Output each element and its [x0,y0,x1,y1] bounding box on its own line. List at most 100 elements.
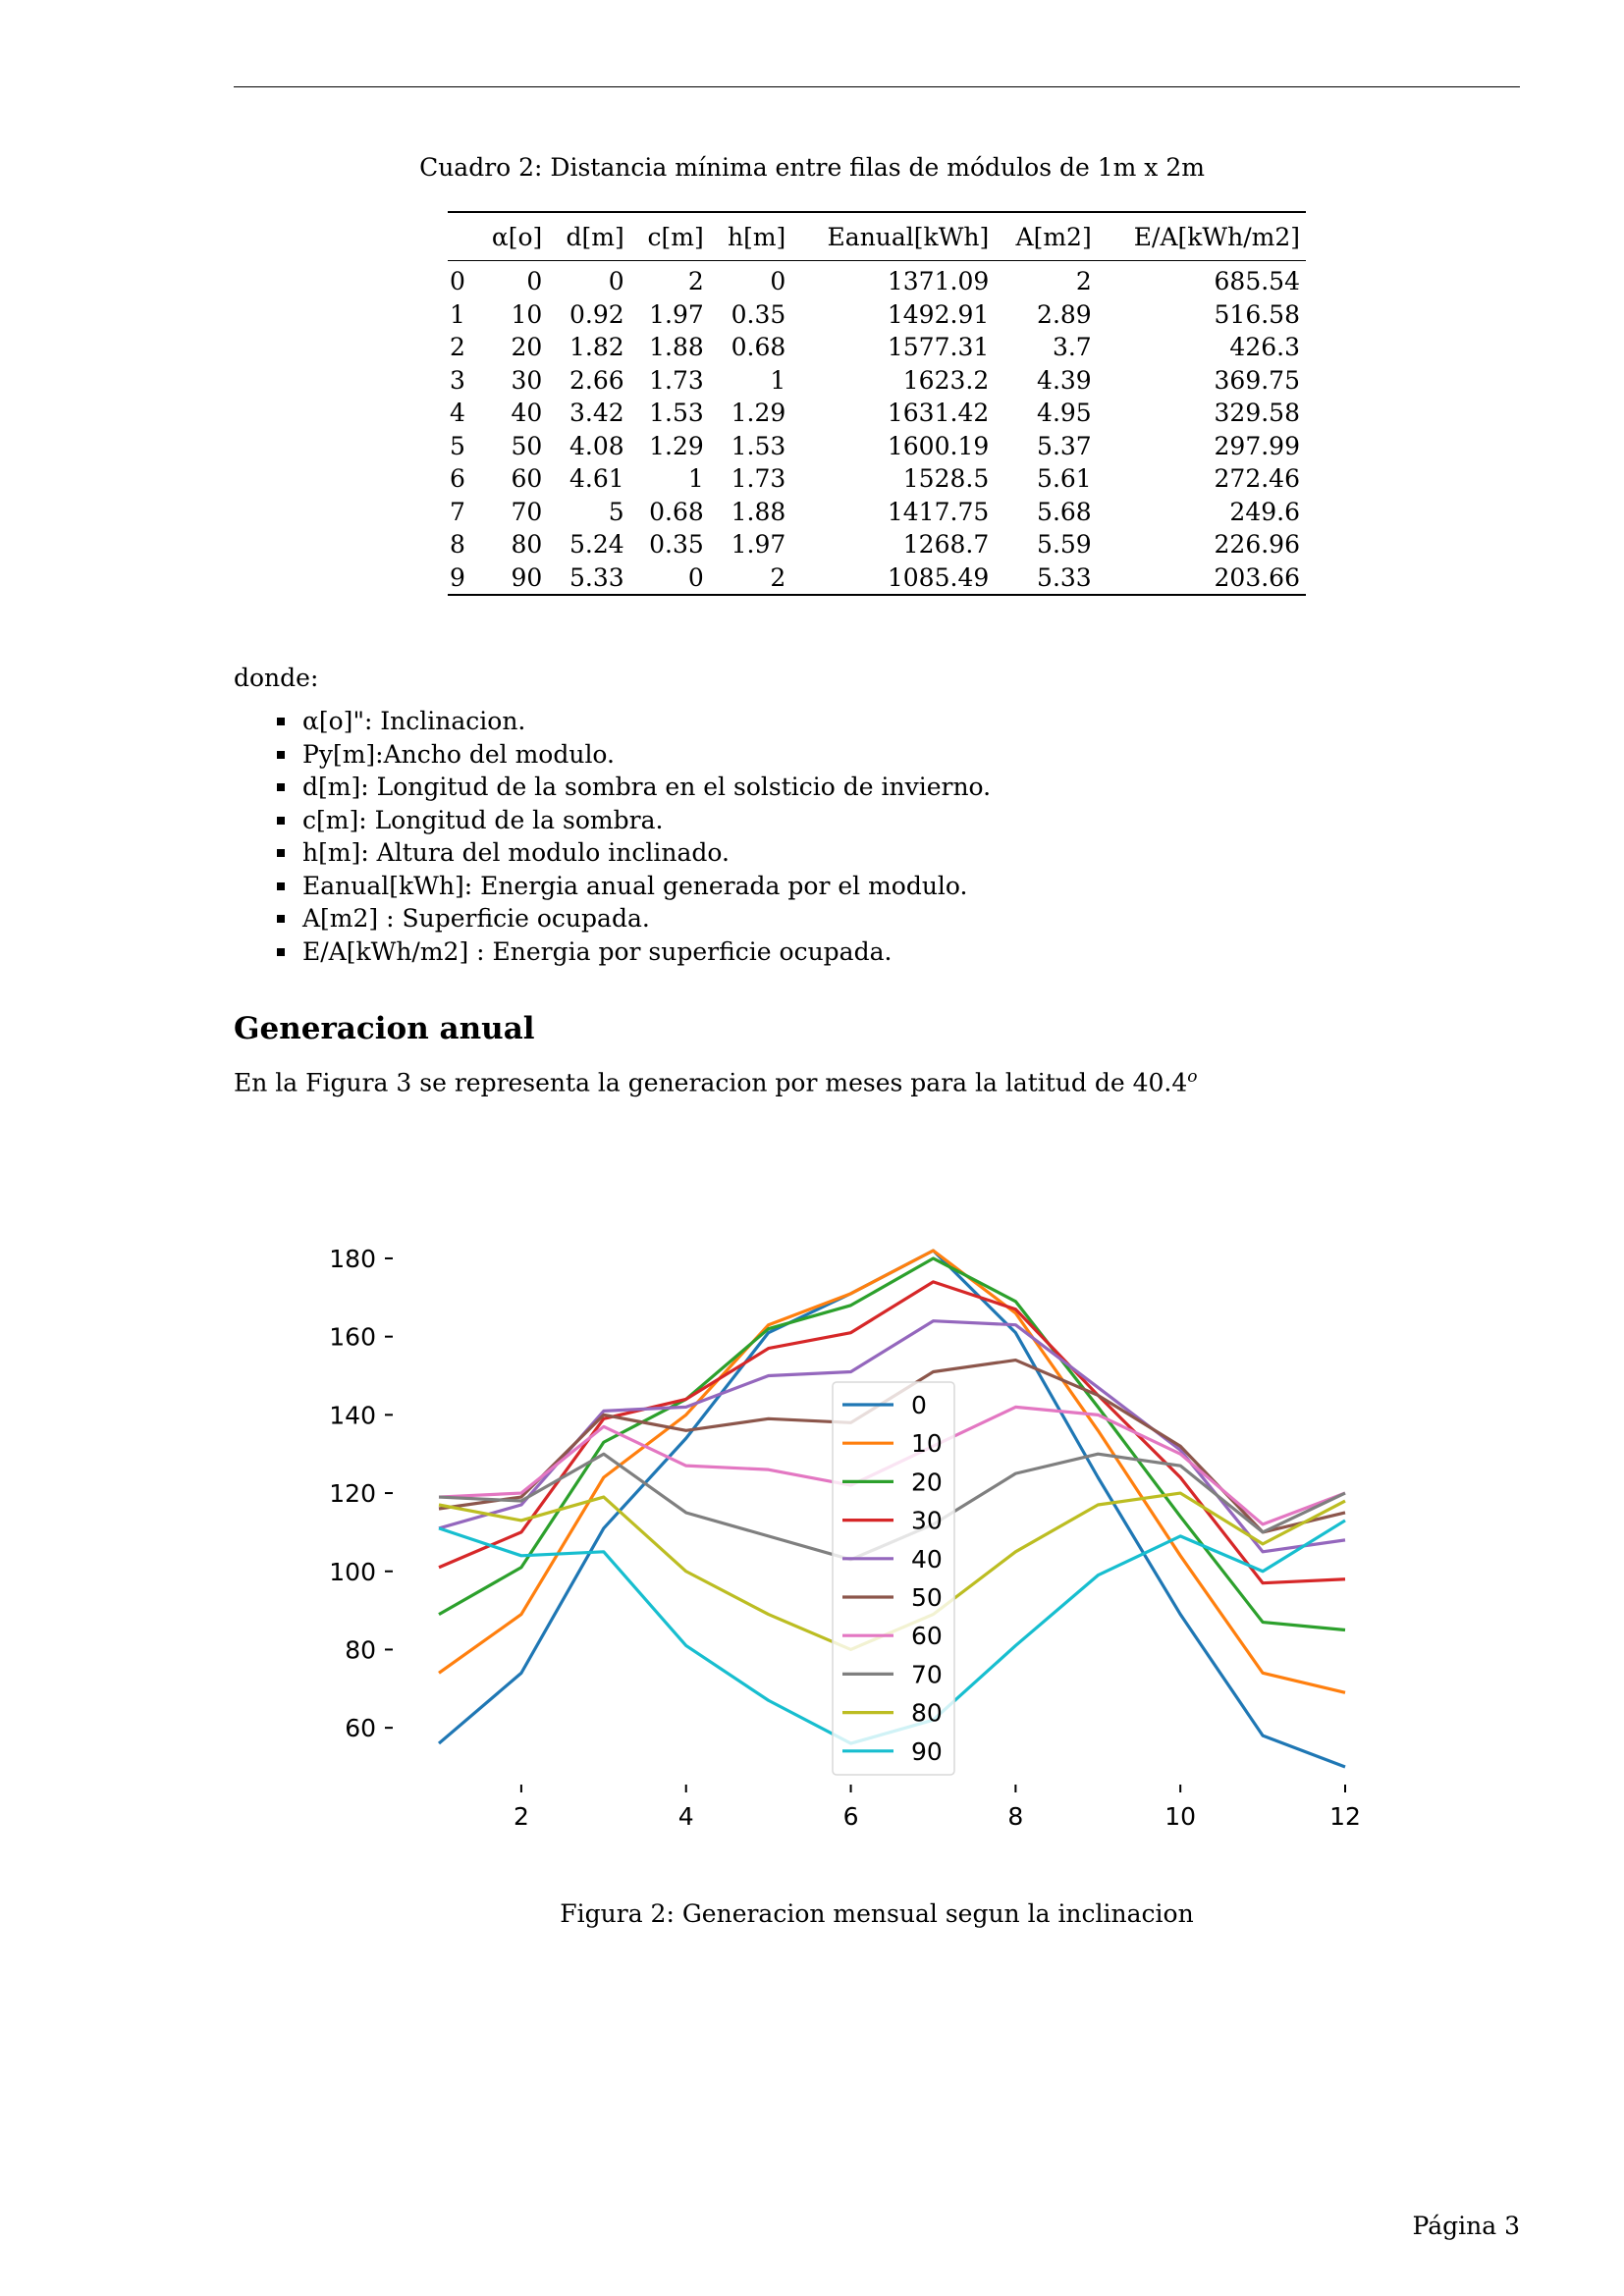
table-cell: 4.08 [569,431,624,460]
table-cell: 1 [687,464,704,494]
table-cell: 90 [511,562,543,592]
table-cell: 1.53 [649,399,704,428]
table-cell: 203.66 [1214,562,1300,592]
definition-item: c[m]: Longitud de la sombra. [277,804,991,837]
table-cell: 10 [511,299,543,329]
legend-label: 80 [911,1699,943,1728]
table-cell: 2 [687,267,704,296]
table-header-2: d[m] [566,222,624,251]
table-cell: 1 [770,365,786,395]
series-line-10 [438,1249,1346,1694]
definitions-intro: donde: [234,664,319,692]
bullet-icon [277,849,285,857]
table-header-row: α[o] d[m] c[m] h[m] Eanual[kWh] A[m2] E/A[kWh/… [448,212,1306,261]
x-tick-label: 12 [1329,1802,1361,1831]
legend-label: 30 [911,1507,943,1535]
y-tick-label: 60 [345,1714,376,1742]
table-cell: 1631.42 [887,399,990,428]
table-cell: 2 [770,562,786,592]
table-cell: 0.68 [731,333,786,362]
series-line-70 [438,1452,1346,1562]
table-cell: 1.88 [731,497,786,526]
table-cell: 5 [450,431,465,460]
table-row: 4 40 3.42 1.53 1.29 1631.42 4.95 329.58 [448,397,1306,430]
legend-label: 70 [911,1660,943,1688]
bullet-icon [277,947,285,956]
table-row: 6 60 4.61 1 1.73 1528.5 5.61 272.46 [448,462,1306,496]
table-row: 7 70 5 0.68 1.88 1417.75 5.68 249.6 [448,496,1306,529]
definition-item: E/A[kWh/m2] : Energia por superficie ocu… [277,935,991,969]
definitions-list: α[o]": Inclinacion. Py[m]:Ancho del modul… [277,705,991,969]
definition-text: c[m]: Longitud de la sombra. [302,805,664,834]
table-cell: 329.58 [1214,399,1300,428]
definition-text: E/A[kWh/m2] : Energia por superficie ocu… [302,936,893,966]
definition-text: α[o]": Inclinacion. [302,707,526,735]
table-cell: 40 [511,399,543,428]
definition-item: h[m]: Altura del modulo inclinado. [277,836,991,870]
table-cell: 1577.31 [887,333,990,362]
legend-label: 90 [911,1737,943,1766]
legend-label: 20 [911,1468,943,1496]
bullet-icon [277,718,285,725]
table-cell: 3.7 [1052,333,1092,362]
table-cell: 0 [450,267,465,296]
table-cell: 6 [450,464,465,494]
table-cell: 30 [511,365,543,395]
table-cell: 4.39 [1037,365,1092,395]
table-cell: 1.88 [649,333,704,362]
table-cell: 0.35 [649,530,704,560]
table-cell: 685.54 [1214,267,1300,296]
section-text-sup: o [1187,1067,1198,1087]
table-cell: 1600.19 [887,431,990,460]
table-cell: 0 [526,267,543,296]
bullet-icon [277,816,285,825]
x-tick-label: 6 [843,1802,859,1831]
table-cell: 1268.7 [902,530,990,560]
table-cell: 297.99 [1214,431,1300,460]
table-cell: 7 [450,497,465,526]
series-line-40 [438,1319,1346,1554]
table-cell: 2.89 [1037,299,1092,329]
table-cell: 5.59 [1037,530,1092,560]
series-line-20 [438,1256,1346,1632]
figure-caption: Figura 2: Generacion mensual segun la in… [560,1899,1194,1928]
table-cell: 5.68 [1037,497,1092,526]
table-cell: 2 [1075,267,1092,296]
table-cell: 249.6 [1229,497,1300,526]
table-cell: 1623.2 [902,365,990,395]
table-body: 0 0 0 2 0 1371.09 2 685.54 1 10 0.92 1.97 0.35 1492.9… [448,261,1306,595]
table-cell: 5.33 [1037,562,1092,592]
table-cell: 5.24 [569,530,624,560]
table-cell: 516.58 [1214,299,1300,329]
section-text: En la Figura 3 se representa la generaci… [234,1067,1198,1096]
series-line-60 [438,1405,1346,1526]
table-cell: 0 [608,267,624,296]
table-header-0 [448,212,475,261]
legend-label: 0 [911,1391,927,1419]
table-cell: 5.61 [1037,464,1092,494]
definition-item: Py[m]:Ancho del modulo. [277,738,991,772]
table-cell: 1417.75 [887,497,990,526]
definition-text: h[m]: Altura del modulo inclinado. [302,838,730,867]
data-table-container: α[o] d[m] c[m] h[m] Eanual[kWh] A[m2] E/A[kWh/… [448,211,1306,596]
table-cell: 5.37 [1037,431,1092,460]
table-cell: 1.97 [649,299,704,329]
table-cell: 369.75 [1214,365,1300,395]
table-cell: 5 [608,497,624,526]
definition-item: Eanual[kWh]: Energia anual generada por … [277,870,991,903]
table-cell: 426.3 [1229,333,1300,362]
table-row: 5 50 4.08 1.29 1.53 1600.19 5.37 297.99 [448,430,1306,463]
table-cell: 1085.49 [887,562,990,592]
table-header-3: c[m] [647,222,704,251]
definition-text: Py[m]:Ancho del modulo. [302,739,615,769]
table-cell: 1.73 [731,464,786,494]
table-cell: 1.53 [731,431,786,460]
series-line-30 [438,1280,1346,1585]
y-tick-label: 100 [329,1558,376,1586]
bullet-icon [277,881,285,890]
definition-text: A[m2] : Superficie ocupada. [302,904,650,933]
data-table: α[o] d[m] c[m] h[m] Eanual[kWh] A[m2] E/A[kWh/… [448,211,1306,596]
table-cell: 4.61 [569,464,624,494]
table-cell: 50 [511,431,543,460]
y-tick-label: 180 [329,1245,376,1273]
